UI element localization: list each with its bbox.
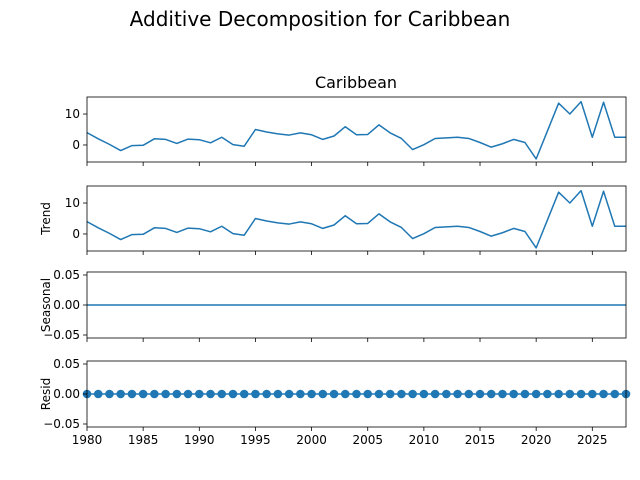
series-line-trend xyxy=(86,189,626,249)
panel-trend-plot: 0 10 xyxy=(65,185,627,255)
resid-point xyxy=(531,389,541,399)
resid-point xyxy=(105,389,114,399)
ytick-label: 0.00 xyxy=(53,387,80,401)
resid-point xyxy=(430,389,440,399)
resid-point xyxy=(116,389,125,399)
resid-point xyxy=(385,389,395,399)
xtick-label: 2015 xyxy=(465,433,496,447)
panel-observed-frame xyxy=(86,96,627,163)
resid-point xyxy=(408,389,417,399)
panel-resid-ylabel: Resid xyxy=(39,378,53,410)
resid-point xyxy=(262,389,271,399)
resid-point xyxy=(318,389,328,399)
resid-point xyxy=(352,389,361,399)
panel-seasonal-ylabel: Seasonal xyxy=(39,278,53,332)
resid-point xyxy=(397,389,406,399)
panel-trend-ylabel: Trend xyxy=(39,202,53,236)
resid-point xyxy=(273,389,283,399)
panel-resid-plot: −0.05 0.00 0.05 1980 1985 1990 1995 2000 2005 201… xyxy=(43,357,631,447)
resid-point xyxy=(217,389,227,399)
ytick-label: 0 xyxy=(72,138,80,152)
panel-resid: Resid −0.05 0.00 0.05 1980 1985 1990 1995 2000 2… xyxy=(39,357,631,447)
resid-point xyxy=(93,389,103,399)
resid-point xyxy=(251,389,260,399)
panel-seasonal: Seasonal −0.05 0.00 0.05 xyxy=(39,268,627,342)
panel-trend: Trend 0 10 xyxy=(39,185,627,255)
ytick-label: −0.05 xyxy=(43,328,80,342)
resid-point xyxy=(239,389,249,399)
resid-point xyxy=(509,389,519,399)
panel-trend-frame xyxy=(86,185,627,252)
ytick-label: 10 xyxy=(65,107,80,121)
xtick-label: 2005 xyxy=(352,433,383,447)
resid-point xyxy=(150,389,159,399)
resid-point xyxy=(498,389,507,399)
ytick-label: −0.05 xyxy=(43,417,80,431)
xtick-label: 1995 xyxy=(240,433,271,447)
resid-point xyxy=(588,389,597,399)
resid-point xyxy=(543,389,552,399)
ytick-label: 0 xyxy=(72,227,80,241)
ytick-label: 0.00 xyxy=(53,298,80,312)
resid-point xyxy=(576,389,586,399)
resid-point xyxy=(610,389,620,399)
resid-point xyxy=(127,389,137,399)
resid-point xyxy=(442,389,451,399)
resid-point xyxy=(138,389,148,399)
panel-observed: Caribbean 0 10 xyxy=(65,73,627,166)
resid-point xyxy=(520,389,530,399)
resid-point xyxy=(464,389,474,399)
resid-point xyxy=(228,389,238,399)
resid-point xyxy=(183,389,193,399)
ytick-label: 0.05 xyxy=(53,357,80,371)
resid-point xyxy=(206,389,215,399)
ytick-label: 10 xyxy=(65,196,80,210)
resid-point xyxy=(419,389,429,399)
resid-point xyxy=(599,389,608,399)
panel-seasonal-plot: −0.05 0.00 0.05 xyxy=(43,268,627,342)
resid-point xyxy=(565,389,575,399)
xtick-label: 2010 xyxy=(409,433,440,447)
resid-point xyxy=(284,389,294,399)
xtick-label: 2020 xyxy=(521,433,552,447)
xtick-label: 2025 xyxy=(577,433,608,447)
resid-point xyxy=(363,389,373,399)
resid-point xyxy=(172,389,182,399)
figure-title: Additive Decomposition for Caribbean xyxy=(130,7,511,31)
resid-point xyxy=(475,389,485,399)
resid-point xyxy=(453,389,462,399)
resid-point xyxy=(374,389,384,399)
panel-observed-title: Caribbean xyxy=(315,73,397,92)
xtick-label: 1990 xyxy=(184,433,215,447)
resid-point xyxy=(340,389,350,399)
resid-point xyxy=(296,389,305,399)
panel-observed-plot: 0 10 xyxy=(65,96,627,166)
resid-point xyxy=(307,389,316,399)
xtick-label: 1985 xyxy=(128,433,159,447)
xtick-label: 1980 xyxy=(72,433,103,447)
resid-point xyxy=(486,389,496,399)
resid-point xyxy=(194,389,204,399)
series-line-observed xyxy=(86,100,626,160)
xtick-label: 2000 xyxy=(296,433,327,447)
resid-point xyxy=(329,389,339,399)
ytick-label: 0.05 xyxy=(53,268,80,282)
resid-point xyxy=(554,389,563,399)
resid-point xyxy=(161,389,170,399)
